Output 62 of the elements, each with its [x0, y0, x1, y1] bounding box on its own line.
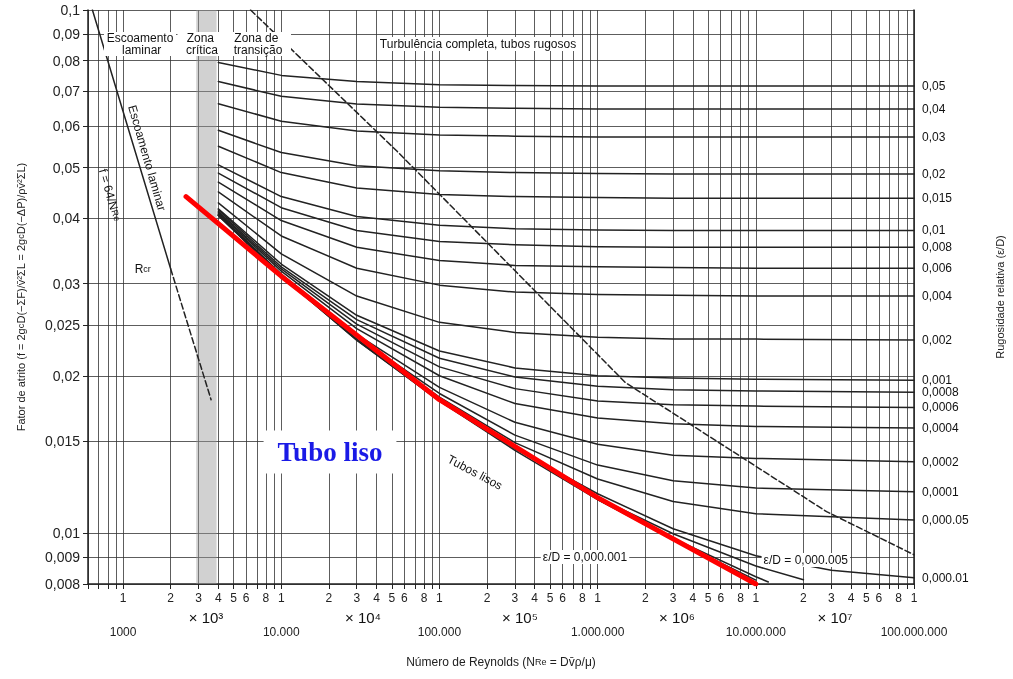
text: × 10⁷ [817, 608, 853, 626]
series-label: 0,000.05 [922, 513, 970, 528]
series-label: 0,000.01 [922, 570, 970, 585]
y-tick-label: 0,015 [44, 433, 81, 450]
x-tick-label: 1.000.000 [570, 625, 625, 639]
y-tick-label: 0,06 [52, 118, 81, 135]
series-label: 0,03 [922, 129, 946, 144]
y-tick-label: 0,025 [44, 317, 81, 334]
y-tick-label: 0,05 [52, 159, 81, 176]
series-label: 0,006 [922, 261, 953, 276]
annotation: Turbulência completa, tubos rugosos [379, 37, 577, 51]
y-tick-label: 0,1 [60, 2, 81, 18]
series-label: 0,05 [922, 78, 946, 93]
y-tick-label: 0,01 [52, 525, 81, 542]
text: 1 [910, 591, 918, 605]
y-tick-label: 0,008 [44, 576, 81, 592]
y-tick-label: 0,009 [44, 549, 81, 566]
series-label: 0,04 [922, 101, 946, 116]
x-tick-label: 100.000.000 [880, 625, 948, 639]
series-label: 0,02 [922, 166, 946, 181]
series-label: 0,0002 [922, 454, 960, 469]
text: 2 3 4 5 6 8 [167, 591, 270, 605]
annotation: Zona de transição [233, 31, 283, 57]
x-tick-label: 10.000.000 [725, 625, 787, 639]
series-label: 0,008 [922, 240, 953, 255]
x-tick-label: 1000 [109, 625, 137, 639]
y-tick-label: 0,03 [52, 275, 81, 292]
annotation: Zona crítica [185, 31, 219, 57]
annotation: ε/D = 0,000.001 [542, 550, 628, 564]
series-label: 0,0006 [922, 400, 960, 415]
y-tick-label: 0,09 [52, 25, 81, 42]
series-label: 0,002 [922, 333, 953, 348]
text: × 10⁴ [344, 608, 382, 626]
text: 1 2 3 4 5 6 8 [277, 591, 428, 605]
series-label: 0,01 [922, 223, 946, 238]
text: 1 [119, 591, 127, 605]
text: × 10⁶ [659, 608, 695, 626]
text: 1 2 3 4 5 6 8 [752, 591, 903, 605]
text: × 10⁵ [502, 608, 538, 626]
text: × 10³ [188, 608, 224, 626]
series-label: 0,0001 [922, 484, 960, 499]
annotation: ε/D = 0,000.005 [763, 552, 849, 567]
annotation: f = 64/NRe [95, 167, 123, 223]
series-label: 0,004 [922, 289, 953, 304]
x-tick-label: 100.000 [417, 625, 462, 639]
text: 1 2 3 4 5 6 8 [594, 591, 744, 605]
y-tick-label: 0,07 [52, 83, 81, 100]
series-label: 0,015 [922, 191, 953, 206]
y-tick-label: 0,02 [52, 367, 81, 384]
x-axis-title: Número de Reynolds (NRe = Dv̄ρ/μ) [406, 655, 596, 669]
series-label: 0,0004 [922, 420, 960, 435]
x-tick-label: 10.000 [262, 625, 300, 639]
annotation: Tubo liso [277, 437, 383, 467]
text: 1 2 3 4 5 6 8 [436, 591, 586, 605]
y-axis-title: Fator de atrito (f = 2gcD(−ΣF)/v̄²ΣL = 2gcD(−ΔP)/ρv̄²ΣL) [14, 162, 27, 432]
annotation: Escoamento laminar [106, 31, 174, 57]
y-tick-label: 0,04 [52, 210, 81, 227]
annotation: Rcr [134, 261, 151, 276]
y2-axis-title: Rugosidade relativa (ε/D) [993, 235, 1006, 359]
y-tick-label: 0,08 [52, 52, 81, 69]
series-label: 0,001 [922, 373, 953, 388]
series-label: 0,0008 [922, 385, 960, 400]
